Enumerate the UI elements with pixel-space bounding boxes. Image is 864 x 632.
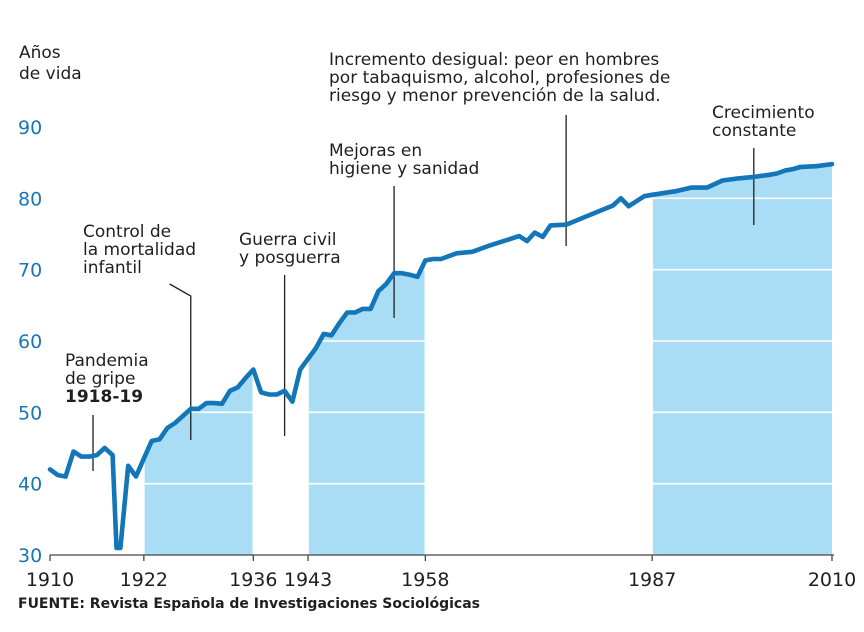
shaded-periods	[143, 164, 832, 555]
annotation-3-line-2: y posguerra	[239, 248, 341, 268]
x-tick-label-1922: 1922	[120, 569, 168, 591]
annotation-3-line-1: Guerra civil	[239, 230, 336, 250]
x-axis-tick-labels: 1910 1922 1936 1943 1958 1987 2010	[26, 569, 856, 591]
annotation-4-line-2: higiene y sanidad	[329, 159, 479, 179]
annotation-6-line-1: Crecimiento	[712, 103, 815, 123]
annotation-4-line-1: Mejoras en	[329, 141, 422, 161]
x-tick-label-1987: 1987	[628, 569, 676, 591]
annotation-leaders	[92, 115, 755, 471]
annotation-6-line-2: constante	[712, 121, 796, 141]
y-tick-label-50: 50	[18, 402, 42, 424]
annotation-5-line-2: por tabaquismo, alcohol, profesiones de	[329, 68, 670, 88]
annotation-5-line-3: riesgo y menor prevención de la salud.	[329, 86, 661, 106]
x-tick-label-2010: 2010	[808, 569, 856, 591]
life-expectancy-line	[47, 161, 835, 551]
shaded-period-2	[308, 260, 426, 555]
x-axis	[49, 554, 834, 561]
annotation-5-line-1: Incremento desigual: peor en hombres	[329, 50, 659, 70]
y-axis-tick-labels: 30 40 50 60 70 80 90	[18, 117, 42, 567]
shaded-period-1	[143, 369, 254, 555]
y-tick-label-80: 80	[18, 188, 42, 210]
annotation-2-line-1: Control de	[83, 222, 171, 242]
annotation-2-line-2: la mortalidad	[83, 240, 196, 260]
y-axis-label-line2: de vida	[19, 64, 82, 84]
y-tick-label-30: 30	[18, 545, 42, 567]
annotation-1-bold-line: 1918-19	[65, 387, 143, 407]
y-tick-label-70: 70	[18, 260, 42, 282]
y-axis-label-line1: Años	[19, 43, 61, 63]
annotation-leader-2	[169, 283, 192, 440]
x-tick-label-1958: 1958	[401, 569, 449, 591]
annotation-5: Incremento desigual: peor en hombrespor …	[329, 50, 670, 106]
y-tick-label-40: 40	[18, 474, 42, 496]
annotation-1-line-1: Pandemia	[65, 351, 149, 371]
x-tick-label-1936: 1936	[229, 569, 277, 591]
y-tick-label-90: 90	[18, 117, 42, 139]
x-tick-label-1943: 1943	[284, 569, 332, 591]
annotation-1-line-2: de gripe	[65, 369, 135, 389]
y-tick-label-60: 60	[18, 331, 42, 353]
x-tick-label-1910: 1910	[26, 569, 74, 591]
annotation-2-line-3: infantil	[83, 258, 142, 278]
gridlines	[50, 107, 832, 555]
shaded-period-3	[652, 164, 832, 555]
source-note: FUENTE: Revista Española de Investigacio…	[18, 596, 481, 612]
